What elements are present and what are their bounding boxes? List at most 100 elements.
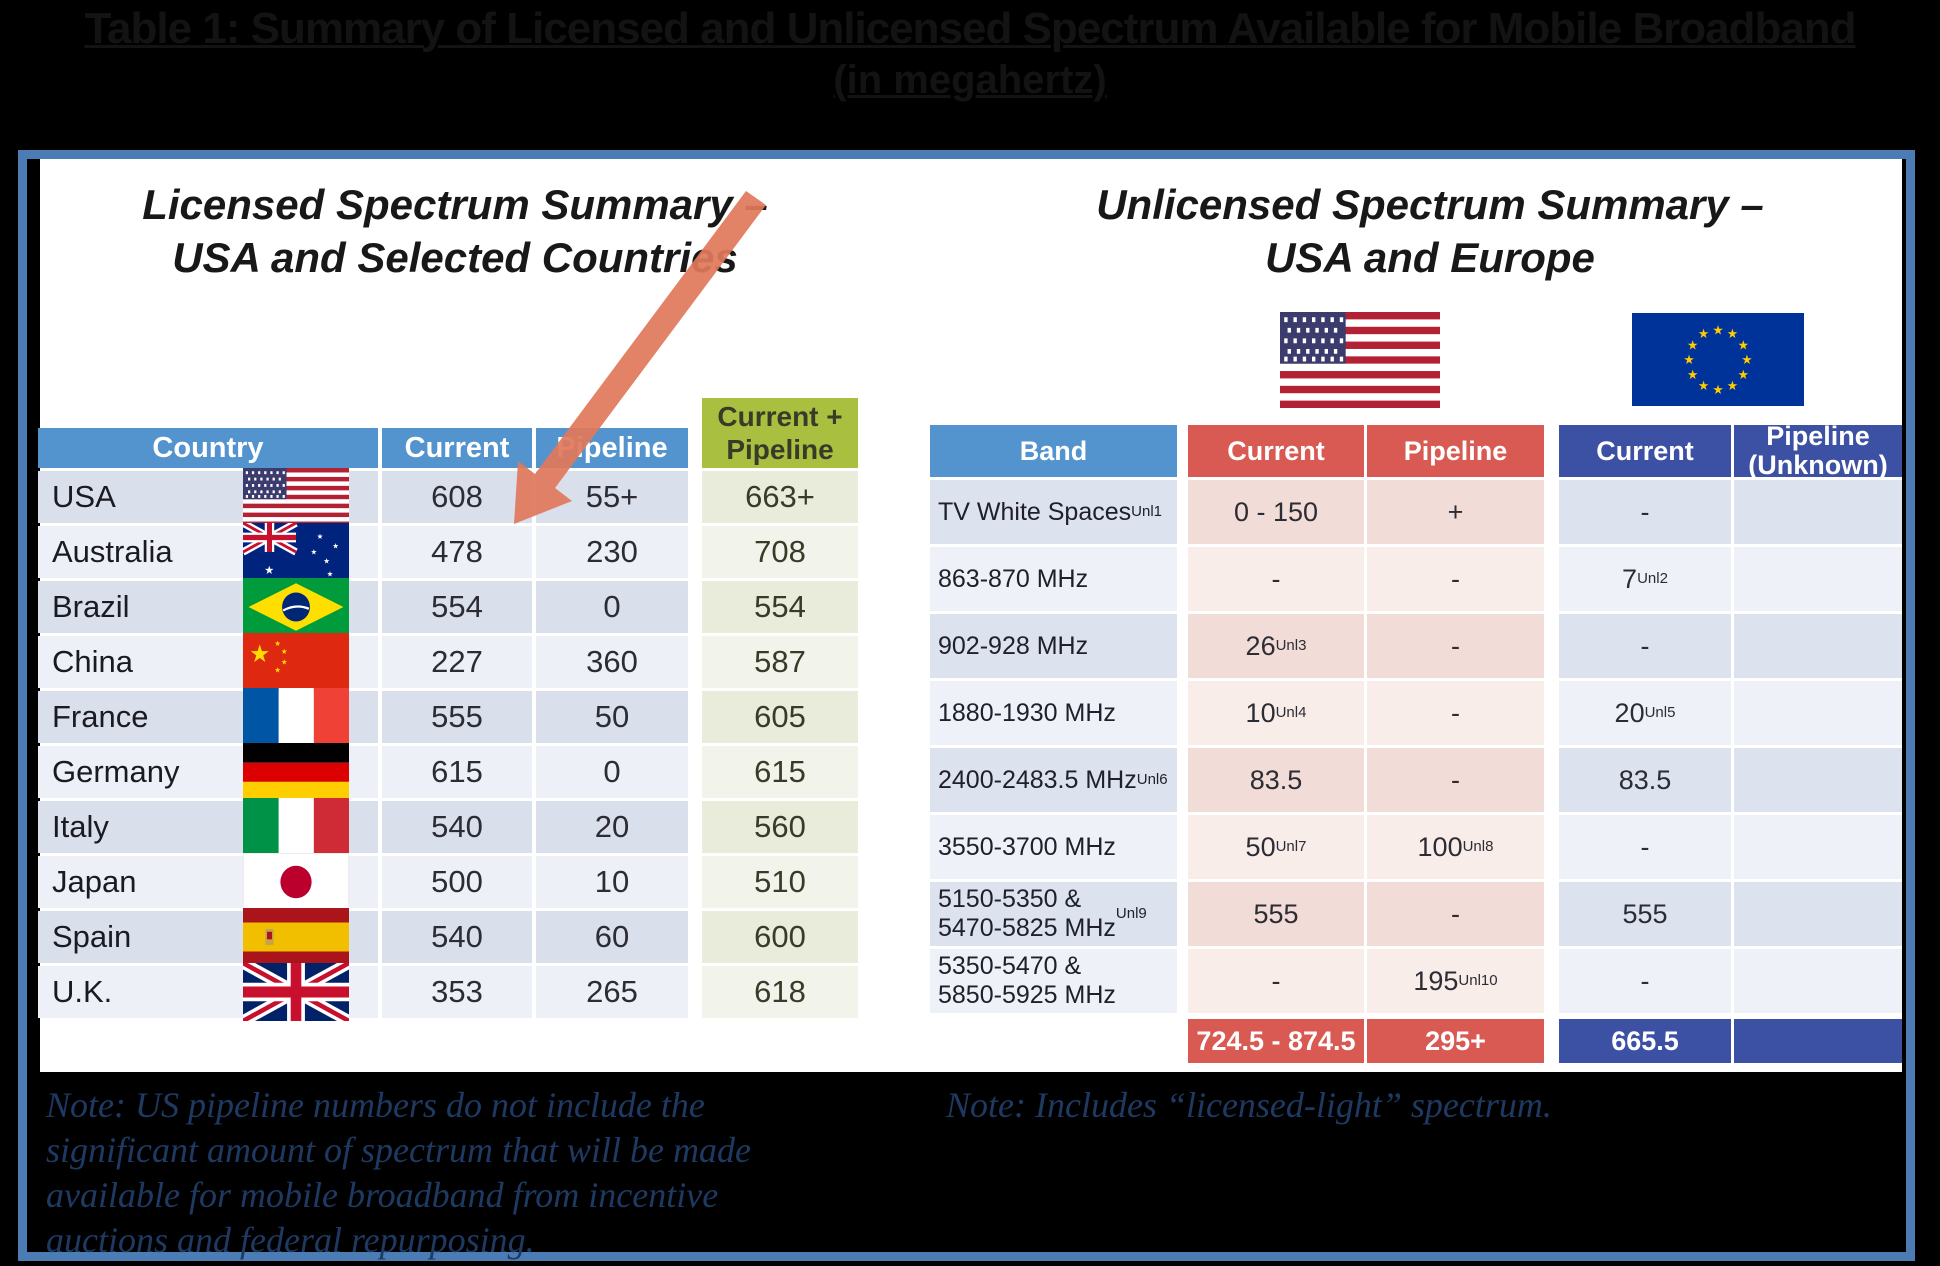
us-current-cell: 10 Unl4 (1188, 681, 1364, 745)
svg-text:★: ★ (1712, 383, 1723, 398)
licensed-table: Country Current Pipeline Current + Pipel… (38, 398, 858, 1021)
unlicensed-totals-row: 724.5 - 874.5 295+ 665.5 (930, 1019, 1902, 1063)
column-header-us-current: Current (1188, 425, 1364, 477)
svg-text:★: ★ (281, 647, 288, 656)
current-cell: 227 (382, 636, 532, 688)
country-cell: Italy (38, 798, 378, 856)
country-label: Italy (52, 809, 109, 844)
exhibit-frame (18, 150, 1915, 1261)
column-header-current-plus-pipeline: Current + Pipeline (702, 398, 858, 468)
band-cell: TV White Spaces Unl1 (930, 480, 1177, 544)
country-label: Japan (52, 864, 137, 899)
column-header-eu-pipeline: Pipeline (Unknown) (1734, 422, 1902, 480)
svg-text:★: ★ (323, 556, 330, 565)
country-cell: Spain (38, 908, 378, 966)
eu-current-total-cell: 665.5 (1559, 1019, 1731, 1063)
svg-text:★: ★ (274, 639, 281, 648)
country-label: Brazil (52, 589, 130, 624)
country-label: Australia (52, 534, 173, 569)
italy-flag-icon (243, 798, 349, 856)
pipeline-cell: 10 (536, 856, 688, 908)
band-cell: 3550-3700 MHz (930, 815, 1177, 879)
australia-flag-icon: ★ ★ ★ ★ ★ ★ (243, 523, 349, 581)
country-cell: Germany (38, 743, 378, 801)
svg-text:★: ★ (1683, 353, 1694, 368)
us-pipeline-cell: - (1367, 748, 1544, 812)
current-cell: 608 (382, 471, 532, 523)
country-label: Germany (52, 754, 180, 789)
us-current-cell: 50 Unl7 (1188, 815, 1364, 879)
country-label: Spain (52, 919, 132, 954)
current-cell: 555 (382, 691, 532, 743)
eu-pipeline-cell (1734, 480, 1902, 544)
eu-current-cell: - (1559, 815, 1731, 879)
brazil-flag-icon (243, 578, 349, 636)
eu-current-cell: 7 Unl2 (1559, 547, 1731, 611)
pipeline-cell: 55+ (536, 471, 688, 523)
svg-text:★: ★ (1738, 368, 1749, 383)
column-header-eu-current: Current (1559, 425, 1731, 477)
us-pipeline-cell: - (1367, 882, 1544, 946)
band-cell: 902-928 MHz (930, 614, 1177, 678)
country-cell: France (38, 688, 378, 746)
country-label: France (52, 699, 149, 734)
eu-pipeline-cell (1734, 614, 1902, 678)
us-current-cell: - (1188, 949, 1364, 1013)
country-label: China (52, 644, 133, 679)
us-current-cell: 555 (1188, 882, 1364, 946)
eu-pipeline-total-cell (1734, 1019, 1902, 1063)
pipeline-cell: 230 (536, 526, 688, 578)
current-cell: 615 (382, 746, 532, 798)
china-flag-icon: ★ ★ ★ ★ ★ (243, 633, 349, 691)
usa-flag-icon (243, 468, 349, 526)
total-cell: 554 (702, 581, 858, 633)
band-cell: 863-870 MHz (930, 547, 1177, 611)
total-cell: 708 (702, 526, 858, 578)
total-cell: 605 (702, 691, 858, 743)
eu-pipeline-cell (1734, 681, 1902, 745)
svg-text:★: ★ (1727, 327, 1738, 342)
country-cell: Brazil (38, 578, 378, 636)
eu-pipeline-cell (1734, 949, 1902, 1013)
svg-text:★: ★ (317, 532, 324, 541)
total-cell: 510 (702, 856, 858, 908)
svg-text:★: ★ (311, 547, 318, 556)
country-cell: China ★ ★ ★ ★ ★ (38, 633, 378, 691)
unlicensed-table-title: Unlicensed Spectrum Summary – USA and Eu… (1096, 181, 1764, 281)
pipeline-cell: 265 (536, 966, 688, 1018)
svg-text:★: ★ (327, 569, 334, 578)
band-cell: 1880-1930 MHz (930, 681, 1177, 745)
eu-current-cell: 555 (1559, 882, 1731, 946)
country-cell: Australia ★ ★ ★ ★ ★ ★ (38, 523, 378, 581)
us-pipeline-cell: 195 Unl10 (1367, 949, 1544, 1013)
eu-flag-icon: ★ ★ ★ ★ ★ ★ ★ ★ ★ ★ ★ ★ (1632, 313, 1804, 406)
usa-flag-icon (1280, 312, 1440, 408)
eu-current-cell: - (1559, 480, 1731, 544)
eu-current-cell: - (1559, 614, 1731, 678)
eu-pipeline-cell (1734, 748, 1902, 812)
us-current-cell: 83.5 (1188, 748, 1364, 812)
current-cell: 478 (382, 526, 532, 578)
page-title: Table 1: Summary of Licensed and Unlicen… (84, 4, 1856, 53)
current-cell: 540 (382, 911, 532, 963)
current-cell: 554 (382, 581, 532, 633)
svg-text:★: ★ (274, 665, 281, 674)
column-header-us-pipeline: Pipeline (1367, 425, 1544, 477)
country-label: U.K. (52, 974, 113, 1009)
total-cell: 600 (702, 911, 858, 963)
licensed-table-title: Licensed Spectrum Summary – USA and Sele… (142, 181, 768, 281)
spain-flag-icon (243, 908, 349, 966)
eu-current-cell: 20 Unl5 (1559, 681, 1731, 745)
us-pipeline-cell: + (1367, 480, 1544, 544)
pipeline-cell: 360 (536, 636, 688, 688)
country-cell: USA (38, 468, 378, 526)
total-cell: 560 (702, 801, 858, 853)
svg-text:★: ★ (332, 541, 339, 550)
total-cell: 663+ (702, 471, 858, 523)
pipeline-cell: 60 (536, 911, 688, 963)
unlicensed-table: Band Current Pipeline Current Pipeline (… (930, 422, 1902, 1013)
us-current-cell: - (1188, 547, 1364, 611)
svg-text:★: ★ (264, 563, 274, 577)
us-pipeline-total-cell: 295+ (1367, 1019, 1544, 1063)
